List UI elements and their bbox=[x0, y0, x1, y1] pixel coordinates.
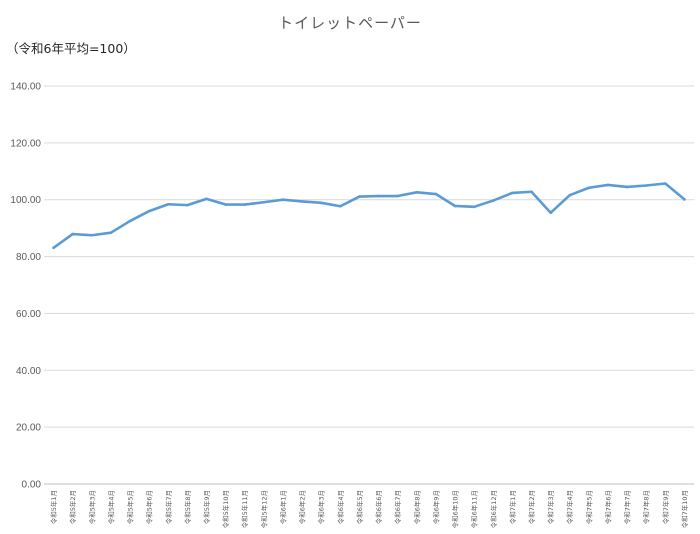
x-tick-label: 令和5年11月 bbox=[240, 490, 249, 528]
y-tick-label: 100.00 bbox=[10, 195, 41, 206]
x-tick-label: 令和7年8月 bbox=[642, 490, 651, 524]
x-tick-label: 令和5年12月 bbox=[259, 490, 268, 528]
data-point bbox=[128, 219, 132, 223]
x-tick-label: 令和5年9月 bbox=[202, 490, 211, 524]
y-tick-label: 80.00 bbox=[16, 252, 41, 263]
y-tick-label: 140.00 bbox=[10, 82, 41, 93]
data-point bbox=[71, 232, 74, 236]
x-axis-ticks: 令和5年1月 令和5年2月 令和5年3月 令和5年4月 令和5年5月 令和5年6月 令和5年… bbox=[49, 490, 689, 528]
data-point bbox=[549, 211, 552, 215]
x-tick-label: 令和5年1月 bbox=[49, 490, 58, 524]
x-tick-label: 令和6年2月 bbox=[298, 490, 307, 524]
data-point bbox=[472, 205, 476, 209]
x-tick-label: 令和5年8月 bbox=[183, 490, 192, 524]
data-point bbox=[186, 203, 189, 207]
data-point bbox=[339, 204, 342, 208]
x-tick-label: 令和5年3月 bbox=[87, 490, 96, 524]
data-point bbox=[568, 193, 572, 197]
data-point bbox=[453, 204, 457, 208]
x-tick-label: 令和6年11月 bbox=[470, 490, 479, 528]
x-tick-label: 令和7年2月 bbox=[527, 490, 536, 524]
x-tick-label: 令和6年10月 bbox=[451, 490, 460, 528]
data-point bbox=[205, 197, 208, 201]
x-tick-label: 令和5年7月 bbox=[164, 490, 173, 524]
x-tick-label: 令和7年9月 bbox=[661, 490, 670, 524]
y-axis-ticks: 0.00 20.00 40.00 60.00 80.00 100.00 120.00 140.… bbox=[10, 82, 41, 491]
y-tick-label: 40.00 bbox=[16, 366, 41, 377]
data-point bbox=[90, 233, 94, 237]
data-point bbox=[300, 200, 304, 203]
x-tick-label: 令和6年9月 bbox=[431, 490, 440, 524]
data-point bbox=[262, 200, 266, 204]
chart-title: トイレットペーパー bbox=[278, 14, 422, 32]
data-point bbox=[511, 191, 514, 195]
x-tick-label: 令和5年5月 bbox=[126, 490, 135, 524]
x-tick-label: 令和7年6月 bbox=[603, 490, 612, 524]
series-line bbox=[52, 182, 686, 250]
x-tick-label: 令和7年3月 bbox=[546, 490, 555, 524]
chart-subtitle: （令和6年平均=100） bbox=[6, 41, 136, 56]
x-tick-label: 令和6年4月 bbox=[336, 490, 345, 524]
x-tick-label: 令和6年3月 bbox=[317, 490, 326, 524]
data-point bbox=[319, 201, 323, 205]
data-point bbox=[281, 198, 285, 202]
x-tick-label: 令和5年2月 bbox=[68, 490, 77, 524]
y-tick-label: 60.00 bbox=[16, 309, 41, 320]
data-point bbox=[587, 186, 591, 190]
data-point bbox=[358, 195, 361, 198]
data-point bbox=[377, 194, 380, 198]
data-point bbox=[224, 203, 227, 206]
data-point bbox=[683, 198, 686, 201]
x-tick-label: 令和7年7月 bbox=[623, 490, 632, 524]
data-point bbox=[415, 191, 419, 194]
data-point bbox=[625, 185, 629, 189]
x-tick-label: 令和7年10月 bbox=[680, 490, 689, 528]
data-point bbox=[530, 190, 533, 194]
series-layer bbox=[52, 182, 686, 250]
data-point bbox=[434, 192, 438, 196]
data-point bbox=[166, 202, 170, 206]
data-point bbox=[52, 246, 55, 250]
x-tick-label: 令和6年6月 bbox=[374, 490, 383, 524]
x-tick-label: 令和5年10月 bbox=[221, 490, 230, 528]
x-tick-label: 令和5年4月 bbox=[106, 490, 115, 524]
data-point bbox=[606, 183, 610, 187]
data-point bbox=[109, 231, 113, 234]
data-point bbox=[664, 182, 667, 185]
x-tick-label: 令和7年1月 bbox=[508, 490, 517, 524]
x-tick-label: 令和6年1月 bbox=[278, 490, 287, 524]
x-tick-label: 令和6年12月 bbox=[489, 490, 498, 528]
data-point bbox=[147, 209, 151, 213]
data-point bbox=[491, 199, 495, 202]
x-tick-label: 令和6年5月 bbox=[355, 490, 364, 524]
x-tick-label: 令和5年6月 bbox=[145, 490, 154, 524]
data-point bbox=[396, 194, 399, 198]
gridlines bbox=[44, 85, 694, 485]
x-tick-label: 令和7年5月 bbox=[584, 490, 593, 524]
x-tick-label: 令和6年8月 bbox=[412, 490, 421, 524]
y-tick-label: 120.00 bbox=[10, 138, 41, 149]
data-point bbox=[644, 184, 648, 187]
y-tick-label: 20.00 bbox=[16, 423, 41, 434]
x-tick-label: 令和6年7月 bbox=[393, 490, 402, 524]
y-tick-label: 0.00 bbox=[22, 480, 42, 491]
x-tick-label: 令和7年4月 bbox=[565, 490, 574, 524]
data-point bbox=[243, 203, 247, 206]
